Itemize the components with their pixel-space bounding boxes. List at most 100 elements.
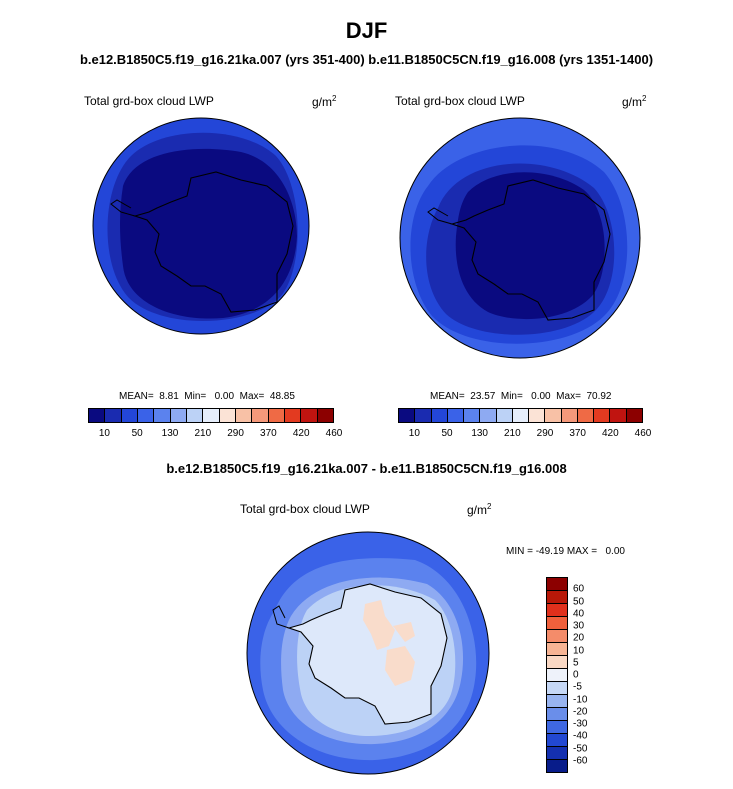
colorbar-swatch (252, 409, 269, 422)
panel1-units-label: g/m2 (312, 94, 336, 109)
colorbar-tick-label: 370 (260, 428, 277, 439)
colorbar-swatch (89, 409, 106, 422)
panel2-variable-label: Total grd-box cloud LWP (395, 94, 525, 108)
colorbar-swatch (547, 682, 567, 695)
panel1-map (92, 117, 310, 335)
colorbar-tick-label: 60 (573, 583, 585, 595)
colorbar-swatch (447, 409, 465, 422)
colorbar-swatch (512, 409, 530, 422)
colorbar-tick-label: -60 (573, 755, 588, 767)
panel1-variable-label: Total grd-box cloud LWP (84, 94, 214, 108)
colorbar-swatch (464, 409, 481, 422)
colorbar-swatch (547, 617, 567, 630)
colorbar-swatch (547, 721, 567, 734)
page-title: DJF (345, 18, 388, 43)
colorbar-swatch (545, 409, 562, 422)
diff-salmon-patch-1 (363, 600, 395, 650)
panel1-colorbar (88, 408, 334, 423)
panel2-polar-region (455, 172, 605, 320)
colorbar-swatch (610, 409, 627, 422)
colorbar-swatch (415, 409, 432, 422)
panel3-units-exponent: 2 (487, 502, 492, 511)
panel2-colorbar (398, 408, 643, 423)
colorbar-swatch (137, 409, 155, 422)
colorbar-swatch (561, 409, 578, 422)
colorbar-swatch (547, 747, 567, 760)
colorbar-swatch (626, 409, 642, 422)
colorbar-swatch (594, 409, 611, 422)
panel1-units: g/m (312, 95, 333, 109)
colorbar-swatch (547, 669, 567, 682)
colorbar-swatch (399, 409, 416, 422)
colorbar-tick-label: 420 (601, 428, 619, 439)
panel3-stats: MIN = -49.19 MAX = 0.00 (506, 546, 625, 557)
colorbar-swatch (577, 409, 595, 422)
panel1-polar-region (120, 148, 297, 319)
colorbar-tick-label: 290 (536, 428, 554, 439)
cases-subtitle: b.e12.B1850C5.f19_g16.21ka.007 (yrs 351-… (79, 52, 654, 67)
panel1-peninsula (110, 199, 136, 217)
colorbar-tick-label: 210 (503, 428, 521, 439)
colorbar-swatch (480, 409, 497, 422)
panel2-units-label: g/m2 (622, 94, 646, 109)
colorbar-tick-label: 50 (441, 428, 453, 439)
colorbar-swatch (186, 409, 204, 422)
colorbar-swatch (547, 604, 567, 617)
colorbar-tick-label: 290 (227, 428, 244, 439)
colorbar-swatch (235, 409, 253, 422)
colorbar-tick-label: 210 (194, 428, 212, 439)
difference-map (246, 531, 490, 775)
panel2-stats: MEAN= 23.57 Min= 0.00 Max= 70.92 (430, 391, 612, 402)
colorbar-swatch (203, 409, 220, 422)
colorbar-tick-label: -10 (573, 694, 588, 705)
panel2-map (399, 117, 641, 359)
diff-salmon-patch-2 (385, 646, 415, 686)
colorbar-swatch (121, 409, 138, 422)
panel3-variable-label: Total grd-box cloud LWP (240, 502, 370, 516)
difference-subtitle: b.e12.B1850C5.f19_g16.21ka.007 - b.e11.B… (166, 461, 567, 476)
colorbar-swatch (547, 643, 567, 656)
diff-coastline (287, 583, 448, 725)
colorbar-tick-label: 460 (634, 428, 652, 439)
panel1-stats: MEAN= 8.81 Min= 0.00 Max= 48.85 (119, 391, 295, 402)
diff-salmon-patch-3 (393, 622, 415, 642)
colorbar-swatch (547, 760, 567, 772)
colorbar-swatch (547, 591, 567, 604)
colorbar-tick-label: 50 (131, 428, 143, 439)
colorbar-swatch (547, 656, 567, 669)
colorbar-swatch (317, 409, 333, 422)
colorbar-tick-label: -40 (573, 730, 588, 742)
colorbar-swatch (154, 409, 171, 422)
colorbar-tick-label: 130 (161, 428, 179, 439)
colorbar-tick-label: 460 (325, 428, 343, 439)
colorbar-swatch (431, 409, 448, 422)
colorbar-swatch (547, 734, 567, 747)
colorbar-swatch (170, 409, 187, 422)
colorbar-tick-label: -30 (573, 718, 588, 730)
colorbar-tick-label: 10 (408, 428, 420, 439)
colorbar-tick-label: -5 (573, 681, 582, 693)
panel2-units: g/m (622, 95, 643, 109)
colorbar-tick-label: 130 (471, 428, 488, 439)
colorbar-swatch (301, 409, 318, 422)
panel1-map-border (92, 117, 310, 335)
colorbar-swatch (547, 708, 567, 721)
colorbar-tick-label: 10 (573, 645, 585, 656)
panel2-map-border (399, 117, 641, 359)
colorbar-swatch (496, 409, 513, 422)
colorbar-tick-label: 20 (573, 632, 585, 644)
colorbar-tick-label: -50 (573, 743, 588, 754)
diff-continent-fill (289, 584, 447, 724)
colorbar-swatch (547, 695, 567, 708)
colorbar-tick-label: 10 (98, 428, 110, 439)
panel2-coastline (450, 179, 611, 321)
colorbar-swatch (268, 409, 285, 422)
diff-peninsula (272, 605, 290, 629)
colorbar-swatch (547, 630, 567, 643)
diff-map-border (246, 531, 490, 775)
colorbar-tick-label: 0 (573, 669, 579, 681)
colorbar-tick-label: 30 (573, 620, 585, 632)
difference-colorbar-ticks: 60 50 40 30 20 10 5 0 -5 -10 -20 -30 -40 -50 -60 (573, 577, 603, 773)
colorbar-swatch (219, 409, 236, 422)
colorbar-tick-label: 370 (569, 428, 586, 439)
